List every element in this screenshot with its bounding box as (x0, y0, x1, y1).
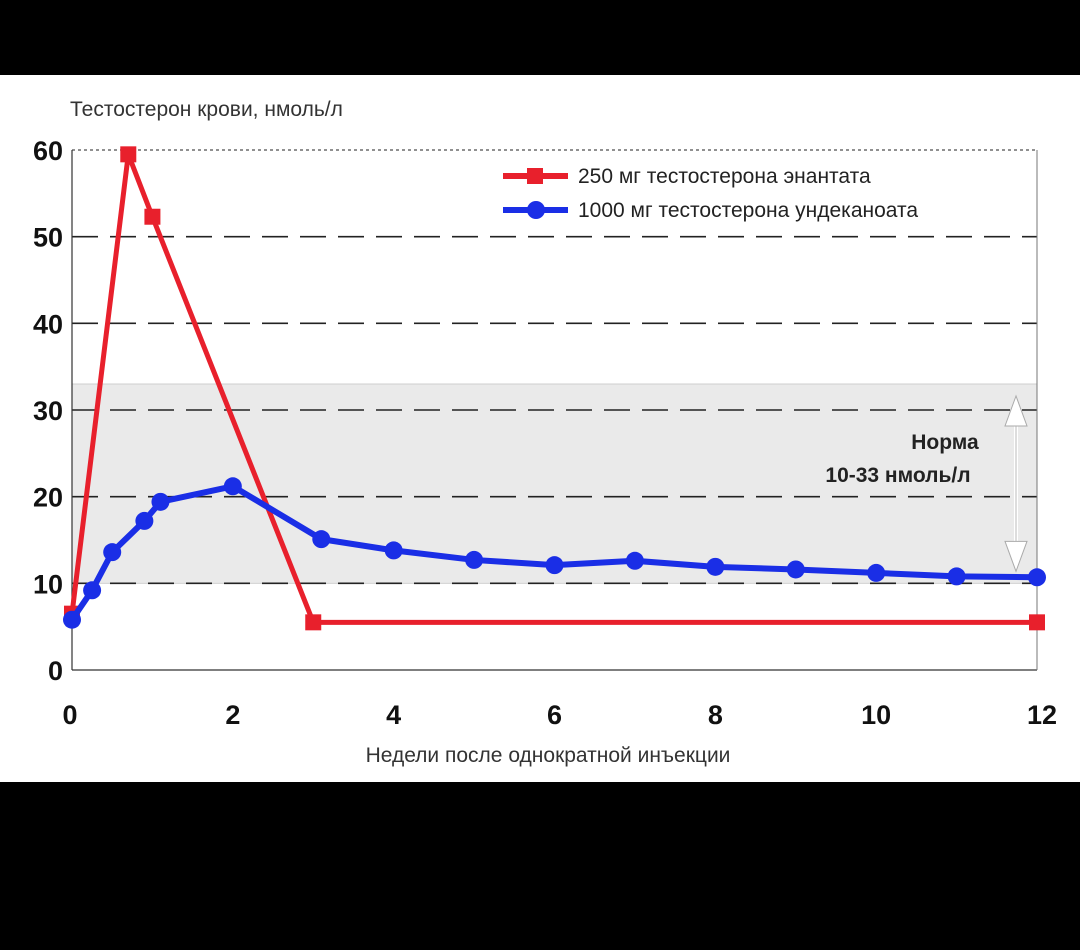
data-point (384, 541, 403, 560)
data-point (305, 614, 322, 631)
band-label-line2: 10-33 нмоль/л (825, 464, 970, 487)
y-tick-label: 30 (33, 396, 63, 426)
data-point (706, 557, 725, 576)
data-point (120, 146, 137, 163)
y-tick-label: 0 (48, 656, 63, 686)
data-point (223, 477, 242, 496)
data-point (63, 610, 81, 629)
y-tick-label: 60 (33, 136, 63, 166)
gridlines (72, 149, 1037, 585)
x-tick-label: 0 (62, 700, 77, 730)
data-point (545, 556, 564, 575)
data-point (151, 492, 170, 511)
y-tick-label: 10 (33, 569, 63, 599)
band-arrow-up-icon (1004, 394, 1028, 427)
x-axis-title: Недели после однократной инъекции (366, 744, 731, 767)
data-point (312, 530, 331, 549)
y-axis-title: Тестостерон крови, нмоль/л (70, 98, 343, 121)
data-point (135, 511, 154, 530)
legend-label: 1000 мг тестостерона ундеканоата (578, 199, 918, 222)
data-point (103, 543, 122, 562)
x-tick-label: 12 (1027, 700, 1057, 730)
data-point (83, 581, 102, 600)
data-point (1029, 614, 1045, 631)
x-tick-label: 10 (861, 700, 891, 730)
x-tick-label: 2 (225, 700, 240, 730)
band-arrow-down-icon (1004, 540, 1028, 573)
data-point (867, 563, 886, 582)
y-tick-label: 40 (33, 309, 63, 339)
data-point (465, 550, 484, 569)
legend: 250 мг тестостерона энантата 1000 мг тест… (503, 165, 918, 222)
band-label-line1: Норма (911, 431, 979, 454)
y-tick-label: 50 (33, 223, 63, 253)
legend-circle-marker (527, 201, 545, 219)
y-tick-label: 20 (33, 483, 63, 513)
data-point (625, 551, 644, 570)
data-point (1028, 568, 1046, 587)
series-line (69, 483, 1038, 622)
chart-text: Тестостерон крови, нмоль/л Недели после … (70, 98, 979, 767)
series-2 (63, 477, 1046, 629)
legend-item-2: 1000 мг тестостерона ундеканоата (503, 199, 918, 222)
data-point (144, 208, 161, 225)
axes: 0 10 20 30 40 50 60 0 2 4 6 8 10 12 (33, 136, 1057, 730)
x-tick-label: 8 (708, 700, 723, 730)
legend-square-marker (527, 168, 543, 184)
x-tick-label: 6 (547, 700, 562, 730)
legend-label: 250 мг тестостерона энантата (578, 165, 871, 188)
data-point (786, 560, 805, 579)
data-point (947, 567, 966, 586)
legend-item-1: 250 мг тестостерона энантата (503, 165, 871, 188)
x-tick-label: 4 (386, 700, 401, 730)
series-lines (63, 146, 1046, 631)
